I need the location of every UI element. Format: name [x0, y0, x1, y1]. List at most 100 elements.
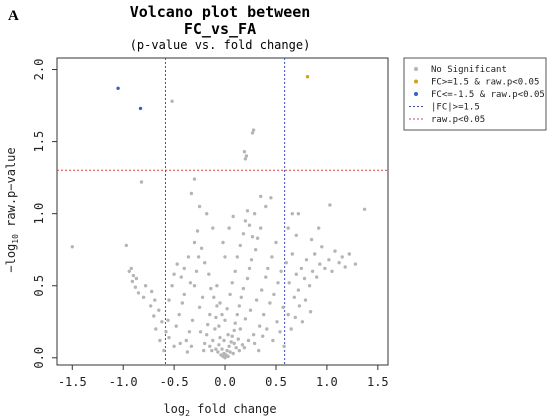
data-point — [300, 320, 305, 324]
data-point — [153, 298, 157, 302]
data-point — [178, 341, 182, 346]
data-point — [194, 269, 199, 273]
data-point — [116, 86, 120, 91]
data-point — [167, 298, 171, 302]
data-point — [220, 312, 224, 317]
data-point — [180, 301, 184, 305]
data-point — [229, 340, 233, 344]
data-point — [223, 318, 227, 322]
x-tick-label: 0.5 — [265, 375, 287, 389]
data-point — [197, 305, 202, 309]
data-point — [274, 240, 278, 245]
data-point — [223, 356, 227, 360]
data-point — [235, 312, 239, 317]
data-point — [227, 344, 231, 348]
data-point — [239, 295, 243, 299]
data-point — [131, 273, 136, 278]
chart-subtitle: (p-value vs. fold change) — [130, 38, 311, 52]
y-tick-label: 0.5 — [32, 275, 46, 297]
data-point — [215, 284, 219, 288]
plot-frame — [56, 57, 389, 366]
data-point — [136, 291, 141, 295]
data-point — [167, 335, 171, 340]
data-point — [252, 212, 257, 216]
data-point — [175, 262, 179, 266]
data-point — [216, 350, 220, 354]
data-point — [189, 191, 194, 196]
data-point — [282, 344, 286, 348]
data-point — [189, 344, 194, 348]
legend-label: FC>=1.5 & raw.p<0.05 — [431, 78, 539, 88]
data-point — [328, 203, 332, 207]
data-point — [353, 262, 358, 266]
data-point — [203, 341, 207, 346]
panel-label: A — [8, 8, 19, 24]
data-point — [260, 288, 264, 292]
plot-area — [56, 57, 389, 366]
data-point — [307, 284, 312, 288]
data-point — [179, 275, 183, 279]
data-point — [252, 341, 257, 346]
data-point — [243, 317, 248, 321]
data-point — [330, 269, 334, 273]
data-point — [170, 99, 174, 103]
data-point — [226, 333, 230, 337]
data-point — [211, 226, 215, 230]
data-point — [286, 226, 290, 230]
y-tick-label: 1.5 — [32, 131, 46, 153]
data-point — [296, 288, 301, 292]
data-point — [182, 292, 186, 297]
data-point — [271, 338, 275, 343]
legend-marker — [414, 67, 418, 71]
data-point — [241, 286, 246, 291]
data-point — [134, 276, 139, 281]
data-point — [170, 284, 174, 288]
data-point — [309, 237, 314, 242]
data-point — [236, 337, 240, 341]
data-point — [70, 245, 75, 249]
data-point — [192, 240, 197, 245]
data-point — [305, 75, 310, 79]
legend-label: raw.p<0.05 — [431, 115, 485, 125]
data-point — [214, 315, 218, 320]
data-point — [188, 281, 193, 285]
data-point — [182, 266, 186, 271]
data-point — [276, 281, 280, 285]
data-point — [333, 249, 337, 253]
data-point — [234, 346, 238, 350]
data-point — [254, 298, 259, 302]
data-point — [210, 348, 214, 353]
data-points — [70, 75, 367, 360]
x-tick-label: -1.5 — [58, 375, 87, 389]
data-point — [235, 255, 239, 259]
data-point — [226, 354, 230, 359]
data-point — [124, 243, 128, 248]
data-point — [246, 338, 251, 343]
data-point — [292, 295, 296, 299]
data-point — [139, 180, 144, 184]
data-point — [164, 330, 168, 334]
data-point — [343, 265, 347, 269]
data-point — [212, 295, 216, 299]
data-point — [221, 240, 225, 245]
data-point — [251, 128, 256, 132]
data-point — [265, 327, 269, 331]
data-point — [269, 196, 273, 200]
data-point — [247, 266, 252, 271]
data-point — [347, 252, 351, 256]
data-point — [250, 235, 255, 239]
data-point — [198, 330, 203, 334]
data-point — [186, 255, 191, 259]
data-point — [196, 255, 201, 259]
data-point — [303, 298, 308, 302]
data-point — [192, 284, 197, 288]
data-point — [130, 279, 135, 284]
data-point — [166, 318, 170, 322]
x-tick-label: 0.0 — [214, 375, 236, 389]
data-point — [323, 266, 327, 271]
data-point — [149, 304, 153, 308]
data-point — [225, 307, 229, 311]
data-point — [253, 248, 258, 252]
data-point — [225, 348, 229, 353]
axes: -1.5 -1.0 -0.5 0.0 0.5 1.0 1.5 0.0 0.5 1.0 1.5 2.0 — [32, 59, 389, 389]
